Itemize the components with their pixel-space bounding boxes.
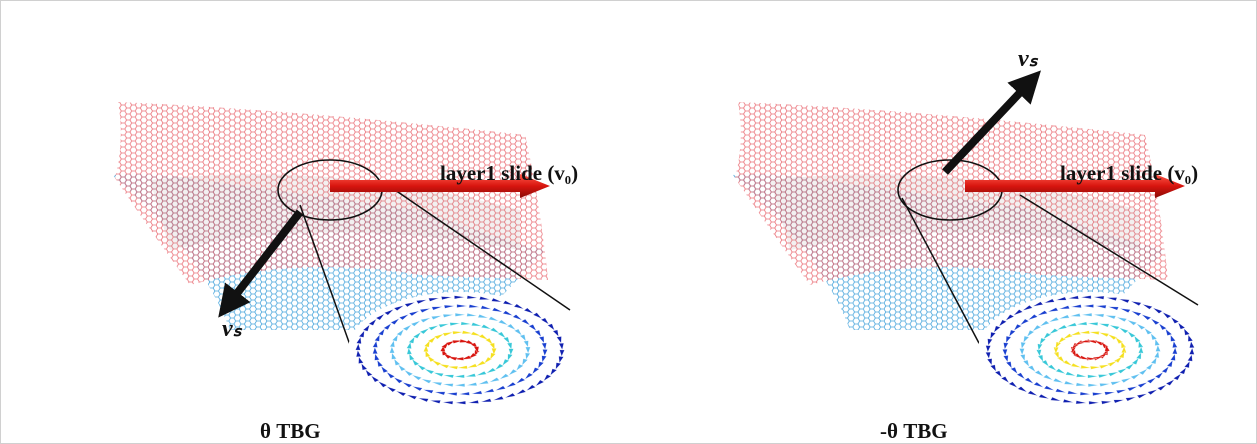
figure: layer1 slide (v₀)vₛθ TBGlayer1 slide (v₀…	[0, 0, 1257, 444]
slide-label: layer1 slide (v₀)	[440, 161, 578, 185]
panel: layer1 slide (v₀) vₛ -θ TBG	[732, 46, 1202, 443]
zoom-disc	[348, 292, 572, 408]
caption: θ TBG	[260, 419, 321, 443]
panel: layer1 slide (v₀) vₛ θ TBG	[112, 102, 578, 443]
velocity-label: vₛ	[1018, 46, 1039, 72]
panels: layer1 slide (v₀)vₛθ TBGlayer1 slide (v₀…	[112, 46, 1202, 443]
velocity-label: vₛ	[222, 316, 243, 342]
slide-label: layer1 slide (v₀)	[1060, 161, 1198, 185]
caption: -θ TBG	[880, 419, 948, 443]
zoom-disc	[978, 292, 1202, 408]
